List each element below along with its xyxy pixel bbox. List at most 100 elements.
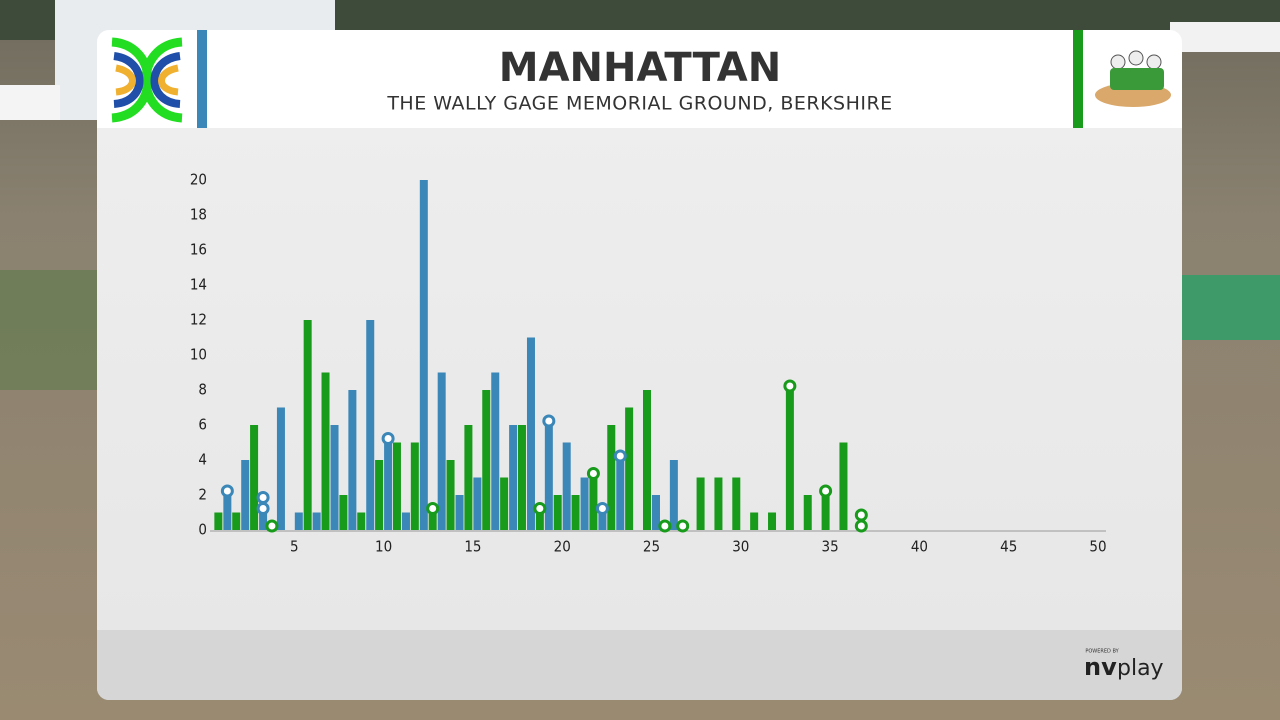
wicket-marker [220,484,234,498]
x-tick-label: 45 [1000,538,1017,556]
bar [553,495,562,530]
y-tick-label: 12 [190,311,207,329]
bar [410,442,419,530]
y-tick-label: 18 [190,206,207,224]
bar [428,512,437,530]
bar [580,477,589,530]
x-tick-label: 35 [822,538,839,556]
wicket-marker [542,414,556,428]
bar [214,512,223,530]
wicket-marker [256,491,270,504]
team-logo-right [1095,50,1171,107]
team-bar-left [197,30,207,128]
wicket-marker [381,432,395,445]
wicket-marker [854,519,868,533]
bar [482,390,491,530]
bar [652,495,660,530]
bar [321,372,330,530]
bar [401,512,410,530]
bar [598,512,607,530]
wicket-marker [265,519,279,533]
x-tick-label: 20 [554,538,571,556]
bar [330,425,339,530]
footer-bar [97,630,1182,700]
y-tick-label: 10 [190,346,207,364]
bar [357,512,366,530]
brand-nv: nv [1084,653,1117,681]
x-tick-label: 5 [290,538,299,556]
bar [241,460,250,530]
bar [339,495,348,530]
bar [366,320,375,530]
bar [562,442,571,530]
bar [491,372,500,530]
bar [803,495,812,530]
bar [509,425,518,530]
bar [250,425,259,530]
y-tick-label: 0 [198,521,207,539]
bar [473,477,482,530]
bar [223,495,232,530]
bar [696,477,705,530]
bar [384,442,393,530]
bar [643,390,651,530]
bar [526,337,535,530]
y-tick-label: 2 [198,486,207,504]
bar [446,460,455,530]
wicket-marker [586,467,600,480]
bar [821,495,830,530]
bar [312,512,321,530]
bar [437,372,446,530]
panel [97,30,1182,700]
wicket-marker [819,484,833,498]
wicket-marker [426,502,440,515]
bar [750,512,759,530]
bar [392,442,401,530]
x-tick-label: 15 [464,538,481,556]
x-tick-label: 30 [732,538,749,556]
x-tick-label: 50 [1089,538,1106,556]
bar [616,460,625,530]
bar [839,442,848,530]
bar [276,407,285,530]
bar [375,460,384,530]
x-tick-label: 25 [643,538,660,556]
bar [500,477,509,530]
chart-subtitle: THE WALLY GAGE MEMORIAL GROUND, BERKSHIR… [386,93,892,115]
team-logo-left [111,37,183,123]
bar [517,425,526,530]
chart-title: MANHATTAN [499,45,781,91]
bar [589,477,598,530]
y-tick-label: 16 [190,241,207,259]
y-tick-label: 8 [198,381,207,399]
bar [419,180,428,530]
bar [768,512,777,530]
bar [535,512,544,530]
wicket-marker [783,379,797,393]
bar [607,425,616,530]
bar [455,495,464,530]
wicket-marker [854,508,868,522]
x-tick-label: 10 [375,538,392,556]
bar [732,477,741,530]
y-tick-label: 4 [198,451,207,469]
wicket-marker [533,502,547,515]
y-tick-label: 14 [190,276,207,294]
wicket-marker [676,519,690,533]
y-tick-label: 6 [198,416,207,434]
wicket-marker [658,519,672,533]
bar [348,390,357,530]
bar [625,407,634,530]
bar [544,425,553,530]
bar [785,390,794,530]
wicket-marker [595,502,609,515]
wicket-marker [613,449,627,463]
wicket-marker [256,502,270,515]
bar [669,460,678,530]
y-tick-label: 20 [190,171,207,189]
bar [571,495,580,530]
team-bar-right [1073,30,1083,128]
bar [714,477,723,530]
bar [232,512,241,530]
